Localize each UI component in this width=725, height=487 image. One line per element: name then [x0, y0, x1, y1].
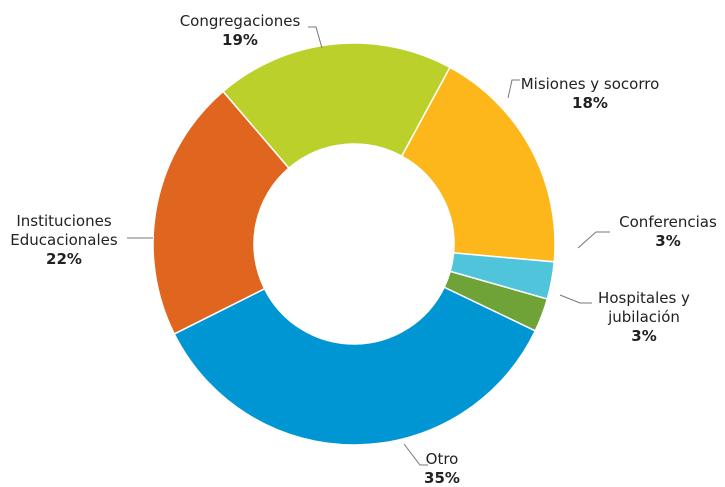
slice-value-3: 35%: [424, 469, 460, 487]
leader-line-0: [507, 79, 520, 99]
slice-value-0: 18%: [572, 94, 608, 112]
donut-slice-5: [222, 42, 451, 170]
slice-label-0-line-0: Misiones y socorro: [521, 75, 660, 93]
leader-line-1: [577, 231, 610, 249]
slice-label-5-line-0: Congregaciones: [180, 12, 301, 30]
slice-label-2-line-0: Hospitales y: [598, 289, 690, 307]
donut-slice-0: [400, 66, 556, 263]
slice-value-2: 3%: [631, 327, 656, 345]
slice-label-1-line-0: Conferencias: [619, 213, 717, 231]
donut-slice-4: [152, 90, 290, 335]
leader-line-5: [308, 26, 323, 49]
slice-label-4-line-0: Instituciones: [16, 212, 112, 230]
slice-value-4: 22%: [46, 250, 82, 268]
slice-label-2-line-1: jubilación: [607, 308, 680, 326]
slice-label-4-line-1: Educacionales: [10, 231, 118, 249]
slice-value-5: 19%: [222, 31, 258, 49]
leader-line-2: [559, 294, 592, 304]
slice-value-1: 3%: [655, 232, 680, 250]
leader-line-3: [403, 443, 428, 466]
slice-label-3-line-0: Otro: [426, 450, 459, 468]
donut-slice-3: [173, 286, 537, 446]
